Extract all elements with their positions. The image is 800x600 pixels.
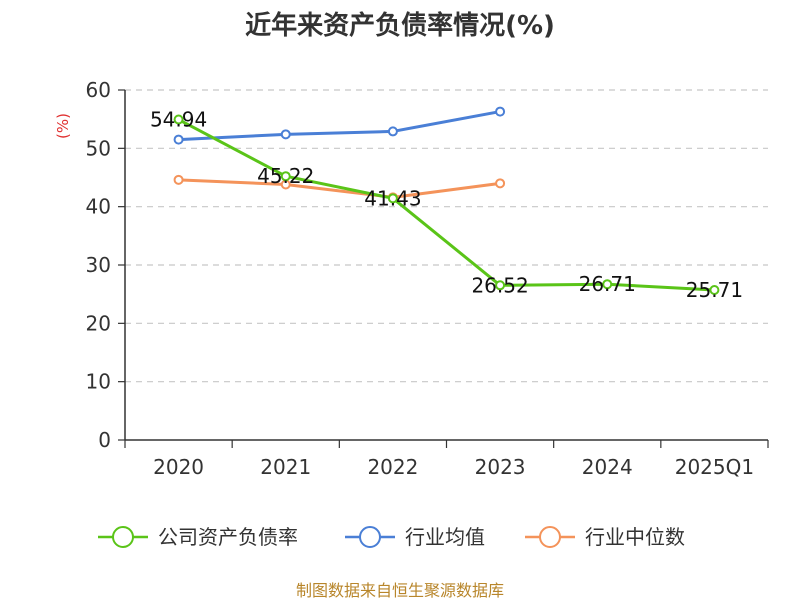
legend: 公司资产负债率 行业均值 行业中位数 bbox=[98, 525, 685, 549]
x-tick-label-2025Q1: 2025Q1 bbox=[675, 455, 754, 479]
series-line-2 bbox=[178, 178, 501, 199]
y-tick-label-30: 30 bbox=[86, 253, 111, 277]
data-point bbox=[709, 285, 720, 296]
data-point bbox=[173, 134, 184, 145]
legend-label: 行业中位数 bbox=[585, 525, 685, 549]
chart-title: 近年来资产负债率情况(%) bbox=[245, 10, 555, 41]
data-point bbox=[387, 126, 398, 137]
legend-label: 公司资产负债率 bbox=[158, 525, 298, 549]
legend-marker bbox=[112, 526, 134, 548]
data-point bbox=[387, 193, 398, 204]
series-line-1 bbox=[178, 110, 501, 142]
data-point bbox=[280, 129, 291, 140]
legend-marker bbox=[359, 526, 381, 548]
legend-item-0: 公司资产负债率 bbox=[98, 525, 298, 549]
x-tick-label-2022: 2022 bbox=[367, 455, 418, 479]
y-tick-label-50: 50 bbox=[86, 136, 111, 160]
data-label-2021: 45.22 bbox=[257, 164, 314, 188]
legend-label: 行业均值 bbox=[405, 525, 485, 549]
legend-item-1: 行业均值 bbox=[345, 525, 485, 549]
data-label-2022: 41.43 bbox=[364, 186, 421, 210]
y-axis-unit: (%) bbox=[54, 113, 72, 139]
y-tick-label-60: 60 bbox=[86, 78, 111, 102]
series-lines bbox=[173, 106, 720, 296]
y-tick-label-40: 40 bbox=[86, 195, 111, 219]
data-point bbox=[280, 171, 291, 182]
data-label-2025Q1: 25.71 bbox=[686, 278, 743, 302]
data-point bbox=[173, 174, 184, 185]
data-point bbox=[495, 280, 506, 291]
axes: 0 10 20 30 40 50 60 2020 2021 2022 2023 2024 2025Q1 bbox=[86, 78, 769, 479]
y-tick-label-10: 10 bbox=[86, 370, 111, 394]
data-point bbox=[602, 279, 613, 290]
y-tick-label-0: 0 bbox=[98, 428, 111, 452]
x-tick-label-2020: 2020 bbox=[153, 455, 204, 479]
data-point bbox=[173, 114, 184, 125]
data-labels: 54.94 45.22 41.43 26.52 26.71 25.71 bbox=[150, 108, 743, 303]
series-line-0 bbox=[177, 118, 715, 292]
source-note: 制图数据来自恒生聚源数据库 bbox=[296, 581, 504, 600]
data-label-2020: 54.94 bbox=[150, 108, 207, 132]
x-tick-label-2024: 2024 bbox=[582, 455, 633, 479]
y-tick-label-20: 20 bbox=[86, 311, 111, 335]
x-tick-label-2023: 2023 bbox=[475, 455, 526, 479]
legend-item-2: 行业中位数 bbox=[525, 525, 685, 549]
data-label-2024: 26.71 bbox=[579, 272, 636, 296]
x-tick-label-2021: 2021 bbox=[260, 455, 311, 479]
data-point bbox=[495, 106, 506, 117]
data-label-2023: 26.52 bbox=[471, 273, 528, 297]
data-point bbox=[495, 178, 506, 189]
gridlines bbox=[125, 89, 768, 383]
legend-marker bbox=[539, 526, 561, 548]
